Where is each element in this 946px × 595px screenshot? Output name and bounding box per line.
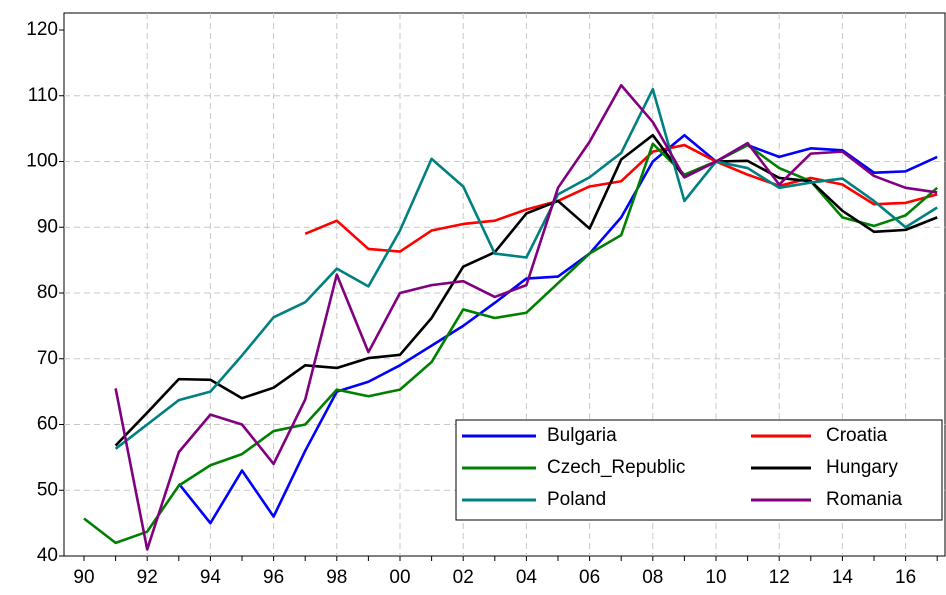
x-tick-label: 96 [263, 567, 284, 588]
y-tick-label: 120 [26, 19, 58, 40]
x-tick-label: 08 [642, 567, 663, 588]
x-tick-label: 98 [326, 567, 347, 588]
y-tick-label: 40 [37, 545, 58, 566]
y-tick-label: 60 [37, 414, 58, 435]
x-tick-label: 14 [832, 567, 854, 588]
y-tick-label: 100 [26, 151, 58, 172]
x-tick-label: 00 [389, 567, 410, 588]
x-tick-label: 92 [137, 567, 158, 588]
legend-label: Bulgaria [547, 425, 617, 446]
legend-label: Croatia [826, 425, 888, 446]
legend-label: Romania [826, 489, 902, 510]
legend-label: Poland [547, 489, 606, 510]
y-tick-label: 110 [28, 85, 58, 106]
y-tick-label: 70 [37, 348, 58, 369]
x-tick-label: 02 [453, 567, 474, 588]
series-line [83, 142, 939, 545]
series-line [114, 83, 938, 551]
x-tick-label: 10 [705, 567, 726, 588]
y-tick-label: 50 [37, 479, 58, 500]
series-line [304, 143, 938, 253]
series-line [114, 133, 938, 447]
plot-frame [63, 12, 946, 557]
y-tick-label: 90 [37, 216, 58, 237]
x-tick-label: 12 [769, 567, 790, 588]
series-line [114, 87, 938, 450]
legend-label: Czech_Republic [547, 457, 685, 478]
legend-box [455, 419, 943, 521]
series-line [177, 133, 938, 525]
x-tick-label: 16 [895, 567, 916, 588]
x-tick-label: 90 [73, 567, 94, 588]
x-tick-label: 06 [579, 567, 600, 588]
y-tick-label: 80 [37, 282, 58, 303]
x-tick-label: 94 [200, 567, 222, 588]
legend-label: Hungary [826, 457, 898, 478]
x-tick-label: 04 [516, 567, 538, 588]
